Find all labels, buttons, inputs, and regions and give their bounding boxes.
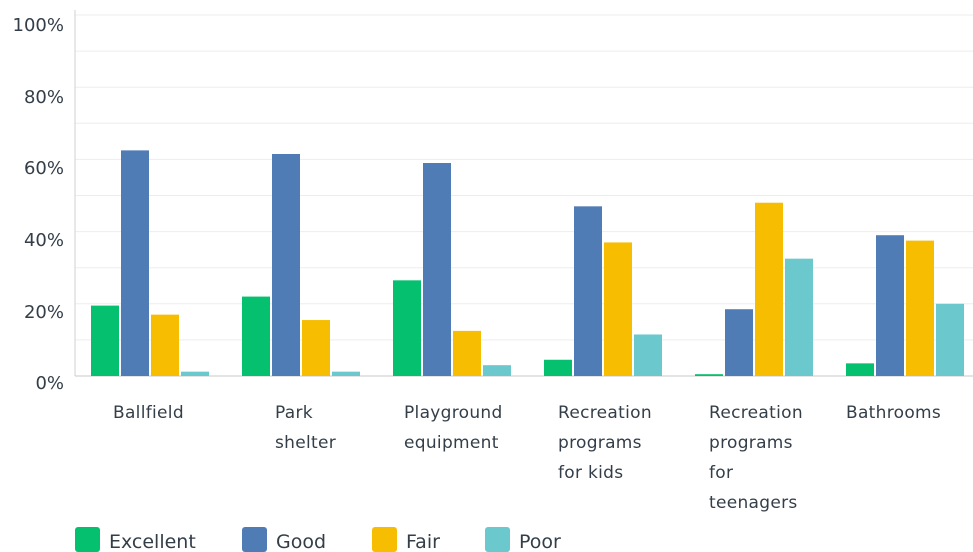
bar-excellent [695, 374, 723, 376]
bar-excellent [846, 363, 874, 376]
legend-label: Fair [406, 531, 440, 552]
bar-good [876, 235, 904, 376]
bar-poor [936, 303, 964, 376]
gridlines [74, 10, 973, 377]
bar-fair [906, 240, 934, 376]
legend-swatch-good [242, 527, 267, 552]
x-category-label: teenagers [709, 493, 798, 513]
legend-swatch-fair [372, 527, 397, 552]
x-category-label: programs [709, 433, 793, 453]
x-category-label: Park [275, 403, 313, 423]
bar-fair [604, 242, 632, 376]
x-category-label: for [709, 463, 733, 483]
x-category-label: shelter [275, 433, 336, 453]
bar-poor [483, 365, 511, 376]
bar-fair [755, 202, 783, 376]
x-category-label: Playground [404, 403, 503, 423]
x-category-label: programs [558, 433, 642, 453]
y-axis: 0% 20% 40% 60% 80% 100% [13, 15, 64, 394]
bar-poor [332, 371, 360, 376]
legend-label: Poor [519, 531, 561, 552]
bar-fair [302, 320, 330, 376]
x-category-label: Recreation [558, 403, 652, 423]
bar-poor [785, 258, 813, 376]
legend-swatch-excellent [75, 527, 100, 552]
bar-fair [453, 330, 481, 376]
y-tick-label: 60% [24, 158, 64, 179]
x-axis-labels: Ballfield Park shelter Playground equipment R… [113, 403, 941, 513]
legend-label: Excellent [109, 531, 196, 552]
bar-good [121, 150, 149, 376]
y-tick-label: 100% [13, 15, 64, 36]
bar-excellent [544, 359, 572, 376]
x-category-label: Ballfield [113, 403, 184, 423]
bar-fair [151, 314, 179, 376]
legend: Excellent Good Fair Poor [75, 527, 561, 552]
legend-label: Good [276, 531, 326, 552]
y-tick-label: 0% [35, 373, 64, 394]
legend-swatch-poor [485, 527, 510, 552]
y-tick-label: 80% [24, 87, 64, 108]
bar-poor [634, 334, 662, 376]
x-category-label: Bathrooms [846, 403, 941, 423]
x-category-label: equipment [404, 433, 499, 453]
bar-excellent [91, 305, 119, 376]
bar-good [272, 153, 300, 376]
bar-good [725, 309, 753, 376]
bar-excellent [393, 280, 421, 376]
bars [91, 150, 964, 376]
x-category-label: for kids [558, 463, 623, 483]
bar-poor [181, 371, 209, 376]
bar-good [574, 206, 602, 376]
bar-excellent [242, 296, 270, 376]
bar-good [423, 163, 451, 376]
y-tick-label: 20% [24, 302, 64, 323]
x-category-label: Recreation [709, 403, 803, 423]
y-tick-label: 40% [24, 230, 64, 251]
